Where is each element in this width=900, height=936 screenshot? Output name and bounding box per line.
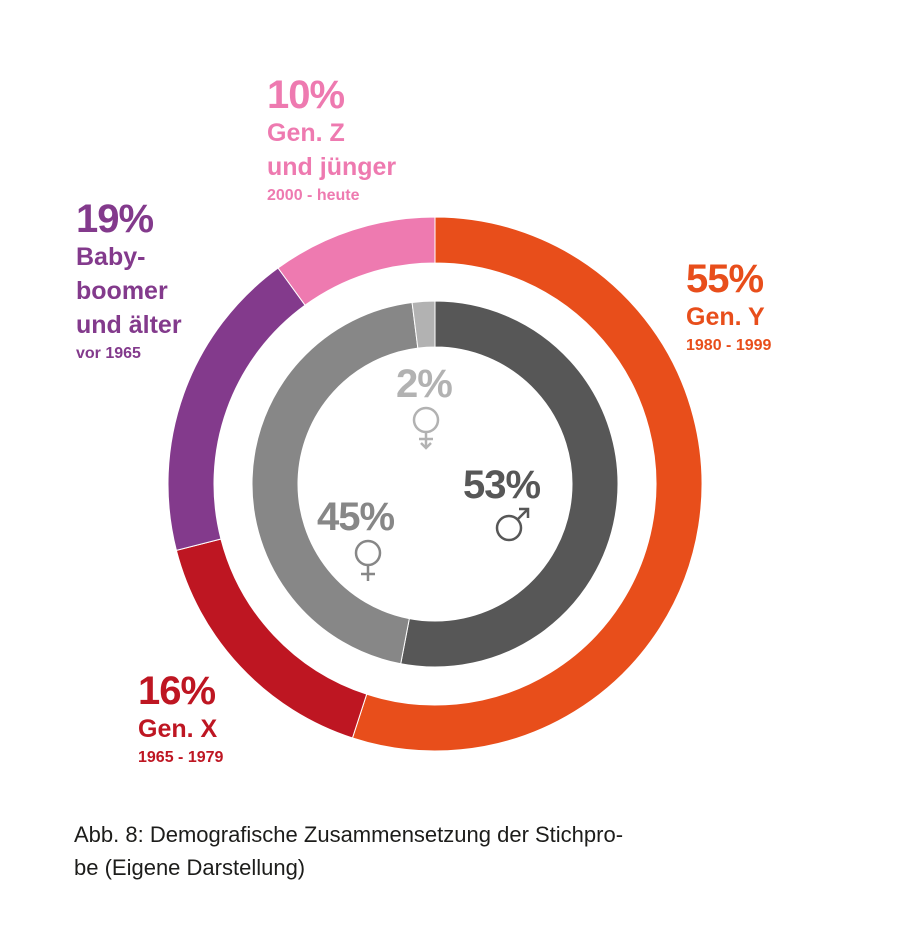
female-icon — [354, 539, 382, 581]
label-gen-x: 16% Gen. X 1965 - 1979 — [138, 670, 223, 767]
outer-slice-3 — [277, 216, 436, 306]
gen-x-name: Gen. X — [138, 715, 218, 743]
babyboomer-range: vor 1965 — [76, 345, 141, 362]
male-percent: 53% — [463, 463, 541, 507]
caption-line-2: be (Eigene Darstellung) — [74, 855, 306, 880]
gen-x-percent: 16% — [138, 669, 216, 713]
gen-z-name-2: und jünger — [267, 153, 397, 181]
figure-caption: Abb. 8: Demografische Zusammensetzung de… — [74, 818, 794, 884]
inner-slice-1 — [251, 301, 419, 665]
inner-slice-0 — [400, 300, 619, 668]
label-gen-y: 55% Gen. Y 1980 - 1999 — [686, 258, 771, 355]
male-icon — [495, 507, 530, 542]
diverse-percent: 2% — [396, 362, 453, 406]
outer-ring — [167, 216, 703, 752]
inner-ring — [251, 300, 619, 668]
caption-line-1: Abb. 8: Demografische Zusammensetzung de… — [74, 822, 624, 847]
label-babyboomer: 19% Baby- boomer und älter vor 1965 — [76, 198, 182, 363]
gen-z-percent: 10% — [267, 73, 345, 117]
gen-y-range: 1980 - 1999 — [686, 337, 772, 354]
babyboomer-name-3: und älter — [76, 311, 182, 339]
diverse-icon — [412, 406, 440, 450]
gen-x-range: 1965 - 1979 — [138, 749, 224, 766]
label-gen-z: 10% Gen. Z und jünger 2000 - heute — [267, 74, 396, 205]
gen-z-name-1: Gen. Z — [267, 119, 345, 147]
babyboomer-name-2: boomer — [76, 277, 168, 305]
outer-slice-0 — [351, 216, 703, 752]
babyboomer-percent: 19% — [76, 197, 154, 241]
gen-z-range: 2000 - heute — [267, 187, 360, 204]
babyboomer-name-1: Baby- — [76, 243, 146, 271]
female-percent: 45% — [317, 495, 395, 539]
gen-y-percent: 55% — [686, 257, 764, 301]
inner-slice-2 — [411, 300, 436, 349]
gen-y-name: Gen. Y — [686, 303, 765, 331]
